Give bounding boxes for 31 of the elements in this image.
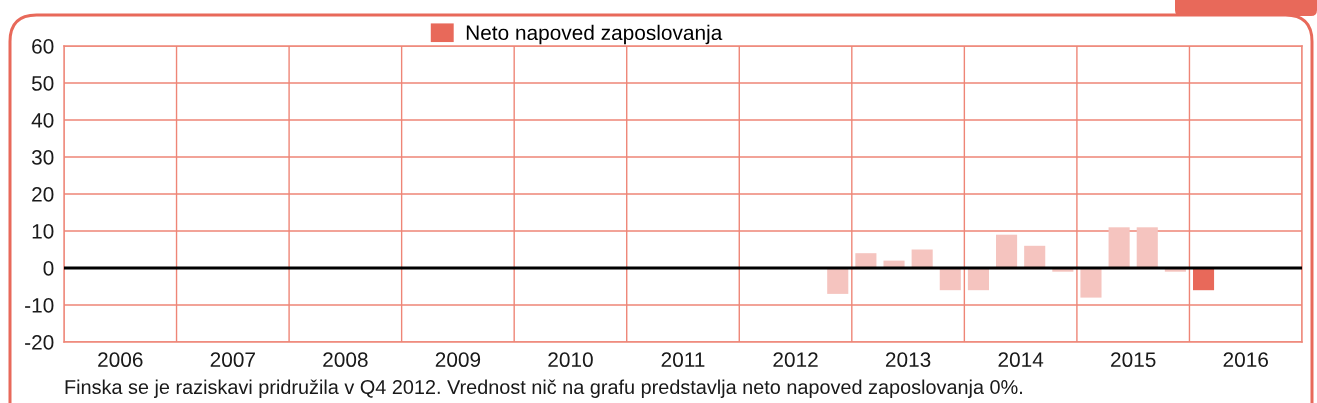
x-tick-label: 2006 xyxy=(98,352,143,368)
bar xyxy=(1136,227,1158,268)
y-tick-label: -20 xyxy=(25,335,54,350)
bar xyxy=(1108,227,1130,268)
y-tick-label: 0 xyxy=(43,261,54,276)
x-tick-label: 2012 xyxy=(773,352,818,368)
y-tick-label: 10 xyxy=(32,224,54,239)
x-tick-label: 2016 xyxy=(1223,352,1268,368)
bar xyxy=(827,268,849,294)
y-tick-label: 40 xyxy=(31,113,54,128)
y-tick-label: -10 xyxy=(25,298,54,313)
x-tick-label: 2015 xyxy=(1111,352,1156,368)
y-tick-label: 50 xyxy=(31,76,54,91)
x-tick-label: 2008 xyxy=(323,352,368,368)
x-tick-label: 2010 xyxy=(548,352,593,368)
bar xyxy=(1192,268,1215,291)
bar xyxy=(967,268,989,291)
x-tick-label: 2011 xyxy=(661,352,705,368)
x-tick-label: 2007 xyxy=(210,352,255,368)
x-tick-label: 2014 xyxy=(998,352,1044,368)
y-tick-label: 60 xyxy=(32,39,54,54)
legend-label: Neto napoved zaposlovanja xyxy=(466,24,723,45)
x-tick-label: 2013 xyxy=(885,352,931,368)
bar xyxy=(1080,268,1102,298)
y-tick-label: 30 xyxy=(31,150,54,165)
bar xyxy=(939,268,961,291)
x-tick-label: 2009 xyxy=(435,352,481,368)
bar xyxy=(1024,245,1046,268)
bar xyxy=(996,234,1018,268)
text: Finska se je raziskavi pridružila v Q4 2012. Vrednost nič na grafu predstavlja neto napoved zaposlovanja 0%. xyxy=(65,379,1022,398)
y-tick-label: 20 xyxy=(32,187,54,202)
